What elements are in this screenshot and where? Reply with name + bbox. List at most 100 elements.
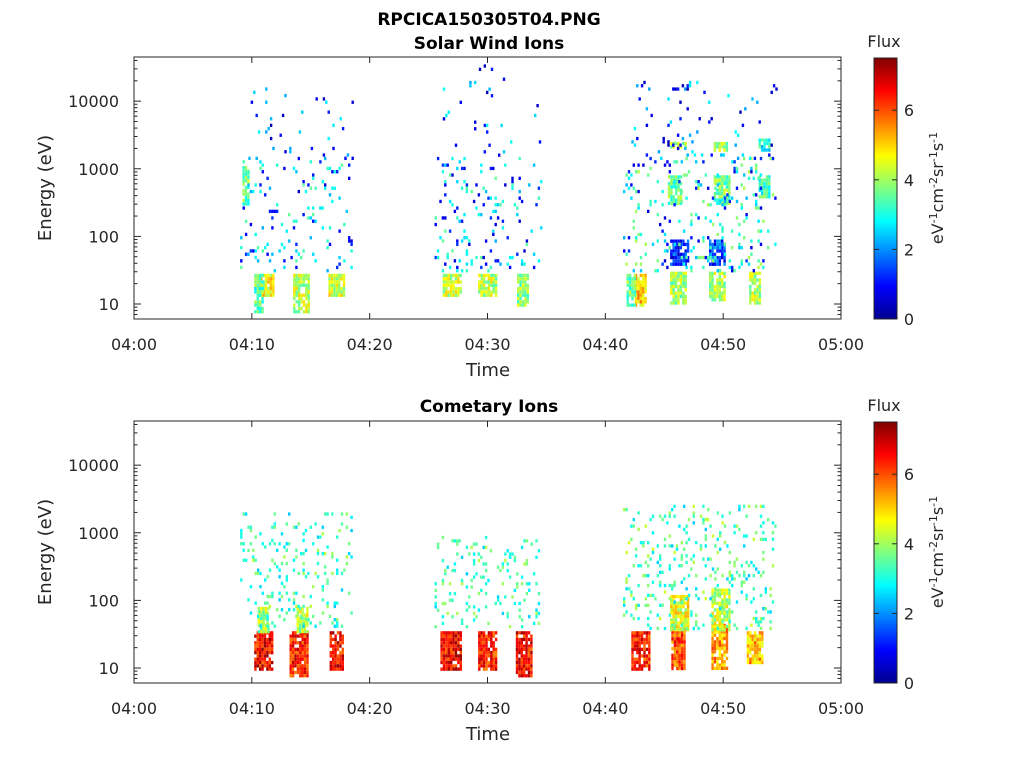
heatmap-cell [756, 294, 759, 299]
heatmap-cell [631, 641, 634, 645]
heatmap-cell [723, 252, 727, 256]
heatmap-cell [338, 528, 341, 533]
heatmap-cell [478, 290, 481, 294]
heatmap-cell [762, 550, 765, 555]
heatmap-cell [663, 239, 667, 243]
heatmap-cell [684, 288, 687, 292]
heatmap-cell [674, 628, 678, 632]
heatmap-cell [452, 273, 455, 278]
heatmap-cell [750, 246, 753, 250]
heatmap-cell [333, 280, 336, 284]
heatmap-cell [723, 588, 726, 592]
heatmap-cell [762, 219, 765, 223]
heatmap-cell [686, 107, 689, 111]
heatmap-cell [459, 631, 462, 635]
heatmap-cell [457, 644, 460, 648]
heatmap-cell [480, 277, 483, 281]
heatmap-cell [442, 293, 446, 297]
heatmap-cell [721, 626, 724, 631]
heatmap-cell [683, 527, 686, 532]
heatmap-cell [633, 277, 637, 281]
heatmap-cell [312, 252, 315, 256]
heatmap-cell [456, 611, 459, 616]
heatmap-cell [692, 521, 695, 525]
heatmap-cell [254, 647, 257, 651]
heatmap-cell [627, 186, 631, 190]
heatmap-cell [527, 660, 531, 665]
heatmap-cell [309, 216, 312, 220]
heatmap-cell [758, 284, 762, 289]
heatmap-cell [695, 623, 698, 627]
heatmap-cell [725, 198, 729, 202]
heatmap-cell [679, 608, 683, 612]
heatmap-cell [447, 110, 450, 114]
heatmap-cell [728, 560, 731, 565]
heatmap-cell [716, 640, 719, 644]
heatmap-cell [254, 667, 257, 671]
heatmap-cell [261, 306, 264, 311]
heatmap-cell [530, 647, 533, 651]
heatmap-cell [326, 246, 329, 250]
heatmap-cell [511, 255, 514, 260]
heatmap-cell [513, 559, 517, 563]
heatmap-cell [672, 294, 675, 299]
heatmap-cell [723, 608, 726, 612]
heatmap-cell [446, 252, 449, 256]
heatmap-cell [755, 203, 758, 207]
heatmap-cell [276, 608, 279, 612]
heatmap-cell [667, 185, 671, 189]
heatmap-cell [508, 552, 512, 556]
heatmap-cell [755, 163, 758, 167]
heatmap-cell [702, 557, 705, 561]
heatmap-cell [684, 608, 687, 612]
heatmap-cell [645, 107, 649, 111]
heatmap-cell [517, 280, 520, 284]
heatmap-cell [351, 156, 354, 160]
heatmap-cell [329, 667, 332, 671]
heatmap-cell [506, 615, 509, 619]
heatmap-cell [702, 199, 705, 204]
heatmap-cell [718, 281, 721, 285]
heatmap-cell [638, 664, 641, 668]
heatmap-cell [674, 239, 678, 243]
heatmap-cell [259, 290, 262, 294]
heatmap-cell [630, 537, 633, 541]
heatmap-cell [264, 578, 267, 582]
heatmap-cell [348, 542, 351, 546]
heatmap-cell [244, 512, 248, 516]
heatmap-cell [667, 143, 670, 147]
heatmap-cell [264, 610, 268, 614]
heatmap-cell [268, 641, 271, 645]
heatmap-cell [713, 145, 717, 149]
heatmap-cell [480, 293, 483, 297]
heatmap-cell [656, 560, 659, 565]
heatmap-cell [626, 293, 629, 297]
heatmap-cell [721, 598, 724, 602]
heatmap-cell [262, 606, 265, 611]
heatmap-cell [266, 654, 269, 658]
heatmap-cell [762, 259, 765, 263]
heatmap-cell [723, 618, 726, 622]
heatmap-cell [499, 568, 502, 573]
heatmap-cell [758, 651, 762, 655]
heatmap-cell [485, 637, 488, 642]
heatmap-cell [755, 504, 758, 508]
heatmap-cell [685, 597, 688, 601]
heatmap-cell [728, 598, 731, 602]
heatmap-cell [711, 595, 714, 599]
heatmap-cell [738, 504, 741, 508]
heatmap-cell [328, 277, 331, 281]
heatmap-cell [721, 618, 724, 622]
heatmap-cell [520, 654, 523, 658]
heatmap-cell [266, 594, 269, 599]
heatmap-cell [723, 288, 726, 292]
heatmap-cell [266, 624, 269, 628]
heatmap-cell [714, 587, 717, 591]
heatmap-cell [494, 657, 498, 661]
heatmap-cell [648, 664, 651, 668]
heatmap-cell [721, 605, 724, 609]
heatmap-cell [749, 275, 752, 279]
heatmap-cell [625, 580, 628, 584]
heatmap-cell [756, 278, 759, 282]
heatmap-cell [642, 300, 645, 304]
